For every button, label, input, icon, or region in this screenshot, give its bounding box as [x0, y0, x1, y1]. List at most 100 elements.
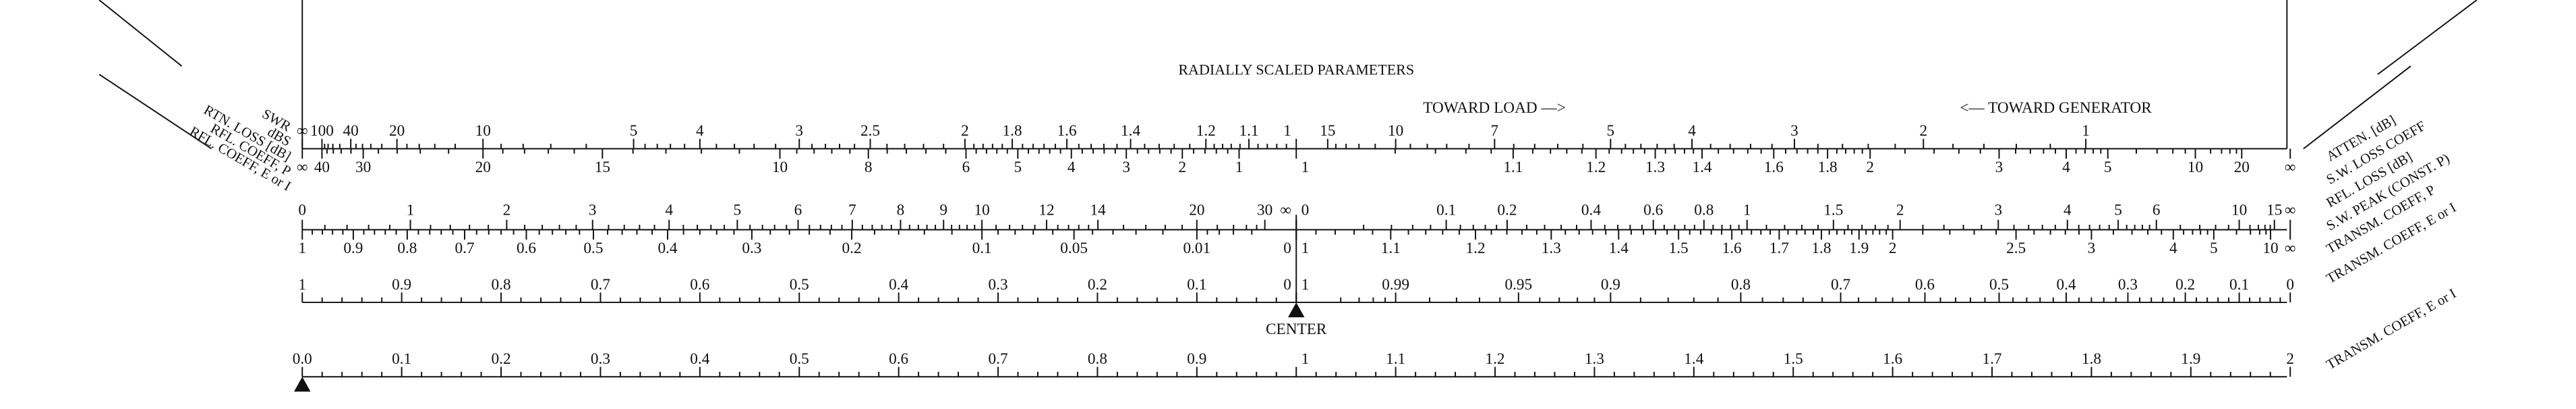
- diagonal: [2303, 65, 2411, 150]
- tick-label: 8: [897, 202, 905, 219]
- tick-label: 0.5: [1989, 276, 2009, 294]
- tick-label: 100: [310, 122, 334, 140]
- tick-label: ∞: [2285, 202, 2296, 219]
- tick-label: 1.1: [1386, 350, 1405, 368]
- tick-label: 1.6: [1057, 122, 1077, 140]
- tick-label: 1: [407, 202, 415, 219]
- tick-label: 0.2: [2175, 276, 2195, 294]
- tick-label: 10: [2262, 240, 2278, 257]
- tick-label: 2: [1866, 159, 1874, 176]
- tick-label: 0.1: [972, 240, 992, 257]
- toward-generator: <— TOWARD GENERATOR: [1960, 99, 2152, 117]
- tick-label: 0.0: [293, 350, 312, 368]
- tick-label: 0.5: [790, 350, 809, 368]
- tick-label: 1.6: [1883, 350, 1902, 368]
- tick-label: 0.99: [1382, 276, 1409, 294]
- tick-label: 1.1: [1381, 240, 1401, 257]
- tick-label: 2: [1889, 240, 1897, 257]
- tick-label: 0.2: [1497, 202, 1517, 219]
- tick-label: 0.95: [1504, 276, 1532, 294]
- tick-label: 30: [355, 159, 371, 176]
- tick-label: 0: [2286, 276, 2294, 294]
- tick-label: 0.2: [492, 350, 511, 368]
- tick-label: 1: [298, 240, 306, 257]
- tick-label: 0: [1283, 240, 1291, 257]
- tick-label: 5: [1607, 122, 1615, 140]
- tick-label: 40: [343, 122, 359, 140]
- tick-label: 10: [772, 159, 788, 176]
- tick-label: 5: [1014, 159, 1022, 176]
- tick-label: 4: [1688, 122, 1696, 140]
- tick-label: 1.8: [1811, 240, 1831, 257]
- tick-label: 30: [1257, 202, 1272, 219]
- tick-label: 1.5: [1823, 202, 1843, 219]
- tick-label: 10: [2188, 159, 2203, 176]
- tick-label: 12: [1038, 202, 1054, 219]
- tick-label: 0.9: [1601, 276, 1620, 294]
- tick-label: ∞: [2285, 159, 2296, 176]
- tick-label: 0.01: [1183, 240, 1210, 257]
- tick-label: 1.2: [1486, 350, 1505, 368]
- tick-label: 1.5: [1784, 350, 1803, 368]
- tick-label: 2: [1919, 122, 1927, 140]
- tick-label: 0.1: [392, 350, 411, 368]
- tick-label: 0.8: [492, 276, 511, 294]
- tick-label: 1: [1743, 202, 1751, 219]
- tick-label: 9: [939, 202, 947, 219]
- tick-label: 0.1: [1436, 202, 1456, 219]
- tick-label: 0.7: [591, 276, 610, 294]
- tick-label: 0.6: [1915, 276, 1935, 294]
- diagonal: [98, 0, 183, 67]
- tick-label: 1.2: [1196, 122, 1216, 140]
- tick-label: 1.2: [1586, 159, 1606, 176]
- tick-label: 14: [1090, 202, 1107, 219]
- tick-label: 5: [2210, 240, 2218, 257]
- tick-label: 5: [734, 202, 742, 219]
- diagonal: [2377, 0, 2478, 75]
- tick-label: 0.4: [2056, 276, 2076, 294]
- tick-label: 0.8: [1731, 276, 1751, 294]
- tick-label: 0.3: [989, 276, 1008, 294]
- tick-label: 10: [1388, 122, 1403, 140]
- tick-label: 6: [2153, 202, 2161, 219]
- tick-label: 0.5: [790, 276, 809, 294]
- tick-label: 0.4: [690, 350, 709, 368]
- tick-label: 4: [2169, 240, 2177, 257]
- tick-label: 1.7: [1769, 240, 1789, 257]
- tick-label: 3: [795, 122, 803, 140]
- tick-label: 0.8: [397, 240, 417, 257]
- tick-label: 0.6: [517, 240, 536, 257]
- tick-label: 4: [696, 122, 704, 140]
- tick-label: 6: [962, 159, 970, 176]
- tick-label: 4: [665, 202, 673, 219]
- tick-label: 1: [1301, 276, 1310, 294]
- tick-label: 0.6: [1643, 202, 1663, 219]
- tick-label: 5: [2104, 159, 2112, 176]
- tick-label: 1.4: [1692, 159, 1711, 176]
- tick-label: 20: [1189, 202, 1204, 219]
- tick-label: 1.1: [1503, 159, 1523, 176]
- tick-label: 2: [1178, 159, 1186, 176]
- diagonal: [98, 74, 212, 150]
- tick-label: 7: [848, 202, 856, 219]
- tick-label: 0: [1301, 202, 1310, 219]
- tick-label: 1.8: [1818, 159, 1838, 176]
- tick-label: 1.9: [1849, 240, 1869, 257]
- tick-label: 1.4: [1121, 122, 1140, 140]
- tick-label: 1: [1301, 159, 1310, 176]
- tick-label: 7: [1491, 122, 1499, 140]
- tick-label: ∞: [1280, 202, 1291, 219]
- tick-label: 20: [2234, 159, 2250, 176]
- tick-label: 15: [2266, 202, 2282, 219]
- tick-label: 10: [475, 122, 491, 140]
- tick-label: 6: [794, 202, 802, 219]
- tick-label: 1.8: [1003, 122, 1022, 140]
- tick-label: 4: [2062, 159, 2070, 176]
- tick-label: 2.5: [860, 122, 880, 140]
- tick-label: 0.1: [1187, 276, 1206, 294]
- bottom-scale-name: TRANSM. COEFF, E or I: [2323, 285, 2459, 373]
- tick-label: 20: [389, 122, 405, 140]
- tick-label: 0.4: [1581, 202, 1601, 219]
